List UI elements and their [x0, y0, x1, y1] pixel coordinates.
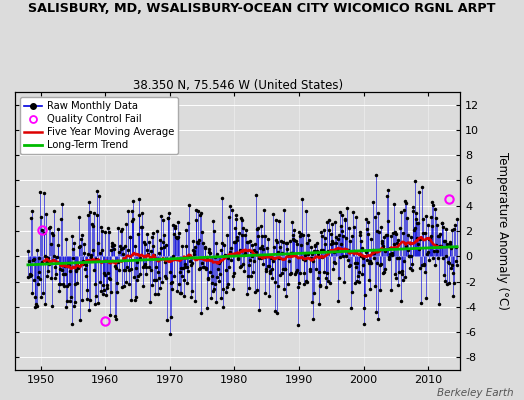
Text: Berkeley Earth: Berkeley Earth: [437, 388, 514, 398]
Text: SALISBURY, MD, WSALISBURY-OCEAN CITY WICOMICO RGNL ARPT: SALISBURY, MD, WSALISBURY-OCEAN CITY WIC…: [28, 2, 496, 15]
Y-axis label: Temperature Anomaly (°C): Temperature Anomaly (°C): [496, 152, 509, 310]
Legend: Raw Monthly Data, Quality Control Fail, Five Year Moving Average, Long-Term Tren: Raw Monthly Data, Quality Control Fail, …: [20, 97, 178, 154]
Title: 38.350 N, 75.546 W (United States): 38.350 N, 75.546 W (United States): [133, 79, 343, 92]
